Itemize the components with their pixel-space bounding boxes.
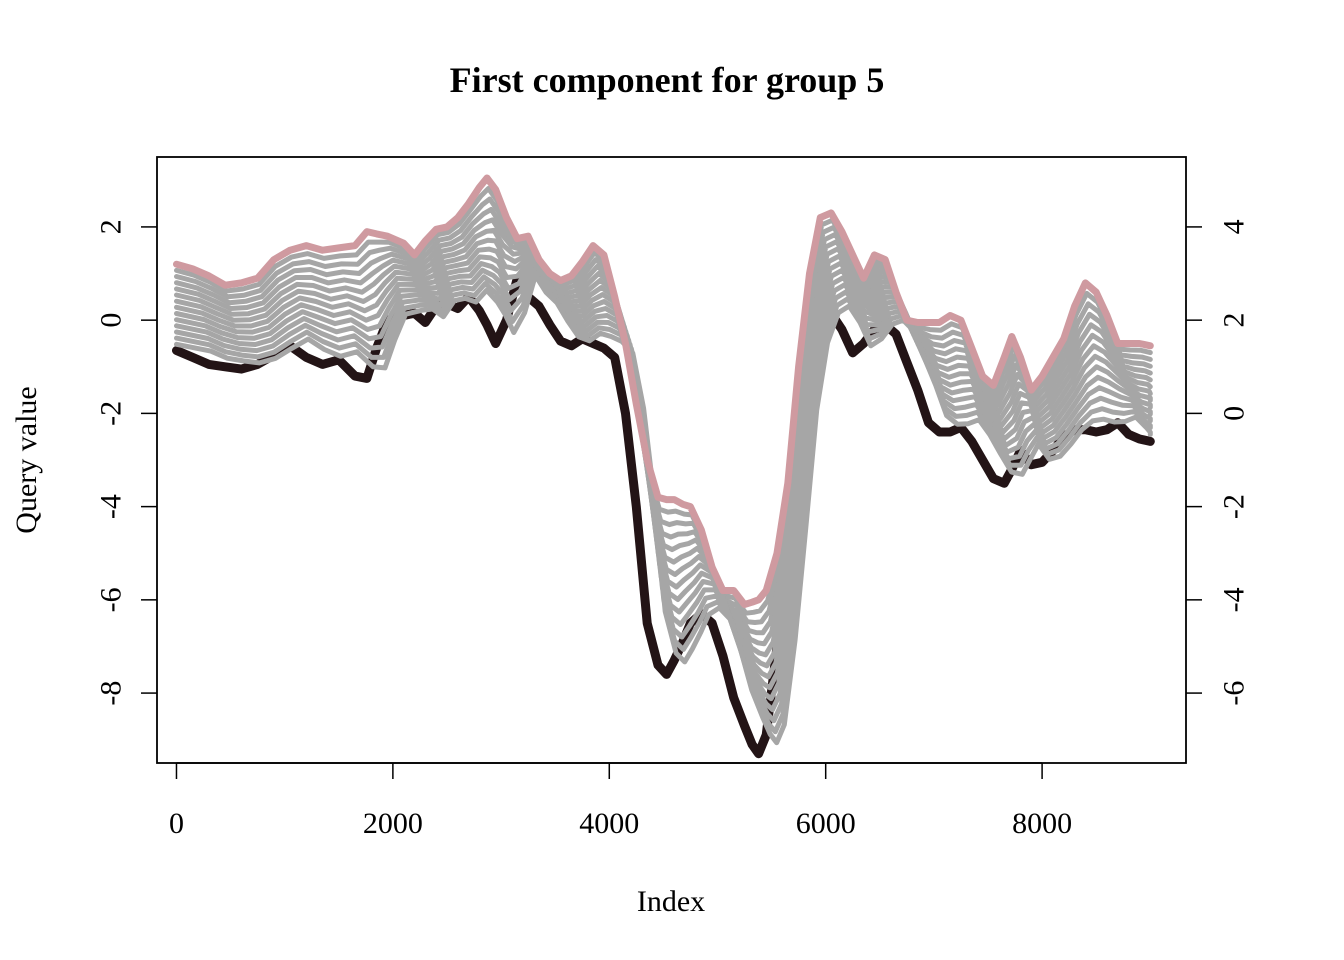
y2-tick-label: 2: [1218, 313, 1251, 328]
series-intermediate-9: [174, 261, 1153, 702]
x-tick-label: 2000: [363, 807, 423, 840]
y-tick-label: -6: [95, 587, 128, 612]
y2-tick-label: 0: [1218, 406, 1251, 421]
x-tick-label: 6000: [796, 807, 856, 840]
y2-tick-label: -2: [1218, 494, 1251, 519]
chart-title: First component for group 5: [450, 60, 885, 100]
y-tick-label: -8: [95, 681, 128, 706]
y-tick-label: -4: [95, 494, 128, 519]
x-axis: 0 2000 4000 6000 8000: [169, 762, 1072, 840]
y-tick-label: 0: [95, 313, 128, 328]
y2-tick-label: -6: [1218, 681, 1251, 706]
x-tick-label: 4000: [579, 807, 639, 840]
series-intermediate-8: [174, 254, 1153, 691]
y-axis-right: -6 -4 -2 0 2 4: [1186, 219, 1251, 706]
series-intermediate-13: [174, 272, 1153, 746]
series-query: [173, 174, 1154, 608]
series-intermediate-4: [174, 217, 1153, 647]
y-tick-label: -2: [95, 401, 128, 426]
y-tick-label: 2: [95, 219, 128, 234]
y-axis-left: -8 -6 -4 -2 0 2: [95, 219, 157, 706]
y2-tick-label: 4: [1218, 219, 1251, 234]
series-intermediate-11: [174, 267, 1153, 724]
x-tick-label: 8000: [1012, 807, 1072, 840]
x-axis-label: Index: [637, 885, 705, 918]
series-intermediate-10: [174, 264, 1153, 713]
series-intermediate-3: [174, 206, 1153, 636]
series-layer: [172, 174, 1155, 759]
y2-tick-label: -4: [1218, 587, 1251, 612]
x-tick-label: 0: [169, 807, 184, 840]
series-intermediate-5: [174, 227, 1153, 658]
y-axis-label: Query value: [10, 386, 43, 533]
series-intermediate-7: [174, 246, 1153, 680]
series-intermediate-6: [174, 237, 1153, 669]
series-intermediate-12: [174, 270, 1153, 735]
